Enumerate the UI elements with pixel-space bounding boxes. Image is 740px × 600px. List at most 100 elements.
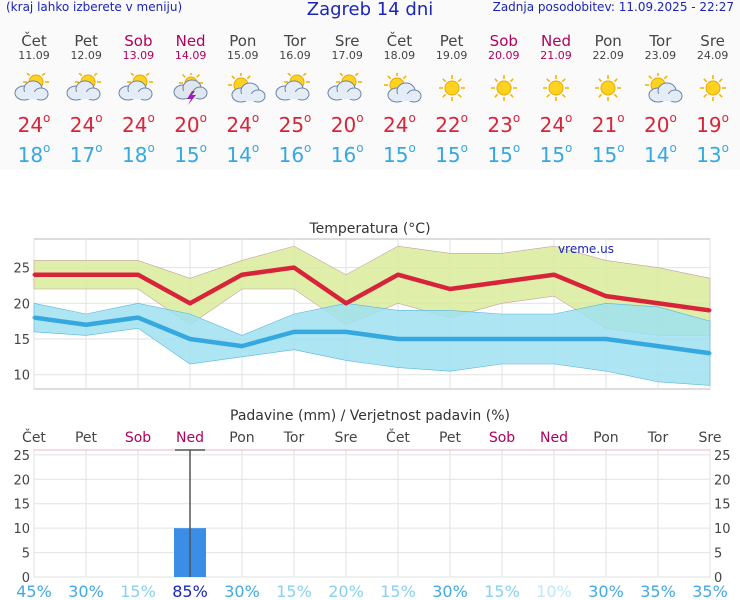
precip-probability: 20% <box>328 582 364 600</box>
precip-probability: 30% <box>432 582 468 600</box>
location-hint[interactable]: (kraj lahko izberete v meniju) <box>6 0 183 14</box>
max-temp-value: 20 <box>330 113 357 137</box>
degree-mark: o <box>565 111 573 125</box>
sun-cloud-icon <box>8 69 60 103</box>
min-temp: 17o <box>60 141 112 167</box>
precip-y-tick-left: 10 <box>13 522 30 537</box>
precipitation-chart: Padavine (mm) / Verjetnost padavin (%) Če… <box>13 408 730 600</box>
max-temp: 20o <box>165 111 217 137</box>
max-temp: 24o <box>530 111 582 137</box>
min-temp-value: 15 <box>539 143 566 167</box>
temp-point <box>500 337 504 341</box>
day-column: Tor 16.09 25o 16o <box>269 33 321 167</box>
sun-cloud-icon <box>321 69 373 103</box>
max-temp-value: 24 <box>226 113 252 137</box>
temp-point <box>240 273 244 277</box>
temp-point <box>240 344 244 348</box>
precip-y-tick-left: 25 <box>13 449 30 464</box>
degree-mark: o <box>251 141 260 155</box>
precip-y-tick-left: 5 <box>22 547 30 562</box>
day-date: 13.09 <box>122 49 155 62</box>
day-name: Čet <box>386 32 413 50</box>
temp-point <box>708 351 712 355</box>
degree-mark: o <box>408 111 416 125</box>
sun-small-cloud-icon <box>373 72 425 103</box>
degree-mark: o <box>356 111 364 125</box>
degree-mark: o <box>512 111 521 125</box>
degree-mark: o <box>43 141 51 155</box>
min-temp-value: 15 <box>435 143 461 167</box>
day-name: Tor <box>649 32 672 50</box>
max-temp: 24o <box>217 111 269 137</box>
max-temp-value: 25 <box>278 113 305 137</box>
precip-day-label: Ned <box>540 430 568 446</box>
day-column: Čet 11.09 24o 18o <box>8 32 60 167</box>
max-temp: 24o <box>373 111 425 137</box>
day-date: 15.09 <box>227 49 259 62</box>
day-date: 19.09 <box>435 49 468 62</box>
day-date: 20.09 <box>488 49 520 62</box>
temperature-y-tick: 20 <box>13 297 30 312</box>
day-column: Sob 13.09 24o 18o <box>112 33 164 167</box>
max-temp: 21o <box>582 111 634 137</box>
day-date: 14.09 <box>174 49 207 62</box>
temp-point <box>708 308 712 312</box>
precip-day-label: Pet <box>75 430 98 446</box>
min-temp: 16o <box>269 141 321 167</box>
max-temp-value: 24 <box>17 113 44 137</box>
day-column: Ned 21.09 24o 15o <box>530 32 582 167</box>
precip-probability: 45% <box>16 582 52 600</box>
sun-cloud-icon <box>112 69 164 103</box>
min-temp-value: 13 <box>696 143 722 167</box>
day-name: Čet <box>21 32 47 50</box>
temp-point <box>292 330 296 334</box>
precip-day-label: Sob <box>489 430 515 446</box>
min-temp: 15o <box>530 141 582 167</box>
min-temp: 15o <box>426 141 478 167</box>
sun-cloud-icon <box>269 69 321 103</box>
max-temp-value: 24 <box>121 113 148 137</box>
day-column: Pet 19.09 22o 15o <box>426 33 478 167</box>
degree-mark: o <box>199 111 207 125</box>
day-name: Ned <box>541 32 571 50</box>
temp-point <box>656 301 660 305</box>
max-temp: 23o <box>478 111 530 137</box>
day-name: Pon <box>594 32 622 50</box>
min-temp-value: 16 <box>330 143 357 167</box>
day-column: Ned 14.09 20o 15o <box>165 33 217 167</box>
min-temp-value: 18 <box>121 143 148 167</box>
temp-point <box>604 337 608 341</box>
day-date: 24.09 <box>696 49 729 62</box>
degree-mark: o <box>721 141 729 155</box>
degree-mark: o <box>95 111 103 125</box>
degree-mark: o <box>356 141 364 155</box>
degree-mark: o <box>147 141 155 155</box>
temperature-y-tick: 15 <box>13 333 30 348</box>
degree-mark: o <box>721 111 729 125</box>
precip-day-label: Sob <box>125 430 151 446</box>
max-temp: 22o <box>426 111 478 137</box>
sun-small-cloud-icon <box>634 72 686 103</box>
temp-point <box>448 287 452 291</box>
min-temp: 16o <box>321 141 373 167</box>
forecast-header: (kraj lahko izberete v meniju) Zagreb 14… <box>0 0 740 170</box>
day-name: Sob <box>489 32 518 50</box>
min-temp: 18o <box>8 141 60 167</box>
day-column: Sob 20.09 23o 15o <box>478 32 530 167</box>
day-name: Pet <box>74 32 98 50</box>
day-date: 21.09 <box>540 49 572 62</box>
min-temp: 14o <box>217 141 269 167</box>
max-temp-value: 24 <box>69 113 96 137</box>
precip-probability: 10% <box>536 582 572 600</box>
sun-cloud-icon <box>60 69 112 103</box>
temp-point <box>552 273 556 277</box>
precip-probability: 85% <box>172 582 208 600</box>
precip-probability: 35% <box>640 582 676 600</box>
sun-icon <box>426 73 478 103</box>
temp-point <box>604 294 608 298</box>
precip-probability: 15% <box>484 582 520 600</box>
min-temp: 15o <box>373 141 425 167</box>
forecast-charts: Temperatura (°C) 10 15 20 25 vreme.us Padavin… <box>13 221 730 600</box>
watermark: vreme.us <box>558 242 614 256</box>
degree-mark: o <box>304 111 312 125</box>
